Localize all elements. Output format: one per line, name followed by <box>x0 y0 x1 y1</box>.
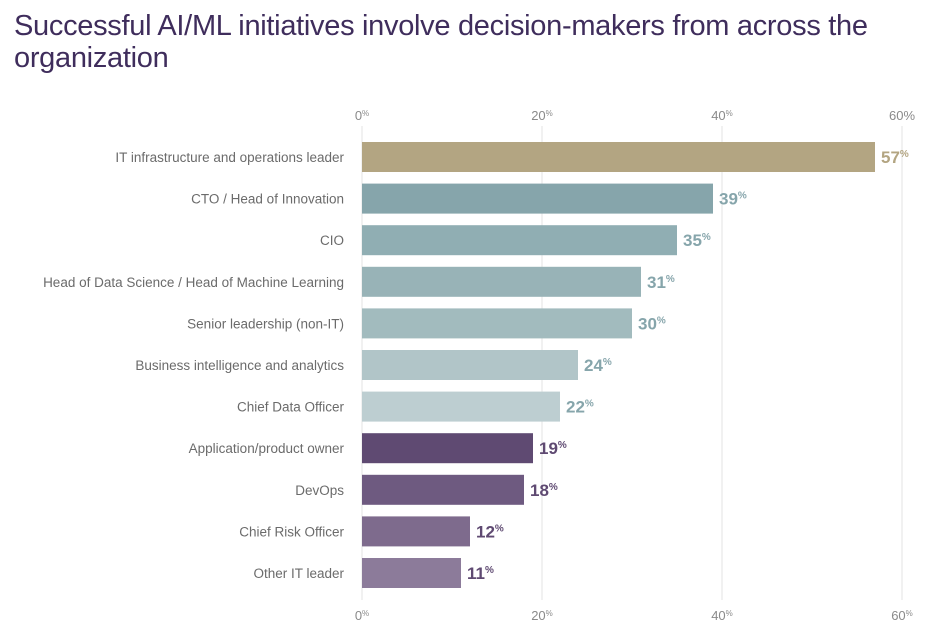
bar-other-it-leader <box>362 558 461 588</box>
category-label-chief-risk-officer: Chief Risk Officer <box>239 524 344 539</box>
category-label-senior-leadership-non-it: Senior leadership (non-IT) <box>187 316 344 331</box>
value-label-cto-head-of-innovation: 39% <box>719 190 747 209</box>
bar-chief-data-officer <box>362 391 560 422</box>
bottom-tick-label-40: 40% <box>711 608 733 623</box>
category-label-cio: CIO <box>320 233 344 248</box>
bar-application-product-owner <box>362 433 533 464</box>
value-label-devops: 18% <box>530 481 558 500</box>
bar-business-intelligence-and-analytics <box>362 350 578 380</box>
category-label-cto-head-of-innovation: CTO / Head of Innovation <box>191 192 344 207</box>
bar-it-infrastructure-and-operations-leader <box>362 142 875 172</box>
bottom-tick-label-60: 60% <box>891 608 913 623</box>
value-label-head-of-data-science-head-of-machine-learning: 31% <box>647 273 675 292</box>
category-label-business-intelligence-and-analytics: Business intelligence and analytics <box>135 358 344 373</box>
top-axis-ticks: 0% 20% 40% 60% <box>355 108 916 123</box>
top-tick-label-20: 20% <box>531 108 553 123</box>
bar-cio <box>362 225 677 256</box>
top-tick-label-40: 40% <box>711 108 733 123</box>
value-label-business-intelligence-and-analytics: 24% <box>584 356 612 375</box>
bottom-axis-ticks: 0% 20% 40% 60% <box>355 608 913 623</box>
bar-chief-risk-officer <box>362 516 470 547</box>
category-label-chief-data-officer: Chief Data Officer <box>237 400 345 415</box>
bar-cto-head-of-innovation <box>362 183 713 214</box>
category-label-it-infrastructure-and-operations-leader: IT infrastructure and operations leader <box>115 150 344 165</box>
bars <box>362 142 875 588</box>
bar-head-of-data-science-head-of-machine-learning <box>362 266 641 297</box>
value-label-senior-leadership-non-it: 30% <box>638 314 666 333</box>
bottom-tick-label-0: 0% <box>355 608 369 623</box>
category-label-devops: DevOps <box>295 483 344 498</box>
value-label-it-infrastructure-and-operations-leader: 57% <box>881 148 909 167</box>
bar-devops <box>362 474 524 505</box>
top-tick-label-0: 0% <box>355 108 369 123</box>
category-label-application-product-owner: Application/product owner <box>189 441 345 456</box>
bottom-tick-label-20: 20% <box>531 608 553 623</box>
category-label-other-it-leader: Other IT leader <box>253 566 344 581</box>
value-label-cio: 35% <box>683 231 711 250</box>
category-label-head-of-data-science-head-of-machine-learning: Head of Data Science / Head of Machine L… <box>43 275 344 290</box>
value-label-chief-risk-officer: 12% <box>476 522 504 541</box>
bar-senior-leadership-non-it <box>362 308 632 339</box>
category-labels: IT infrastructure and operations leader C… <box>43 150 344 581</box>
top-tick-label-60: 60% <box>889 108 915 123</box>
value-label-chief-data-officer: 22% <box>566 398 594 417</box>
value-label-application-product-owner: 19% <box>539 439 567 458</box>
chart-title: Successful AI/ML initiatives involve dec… <box>14 10 868 74</box>
value-label-other-it-leader: 11% <box>467 564 494 583</box>
